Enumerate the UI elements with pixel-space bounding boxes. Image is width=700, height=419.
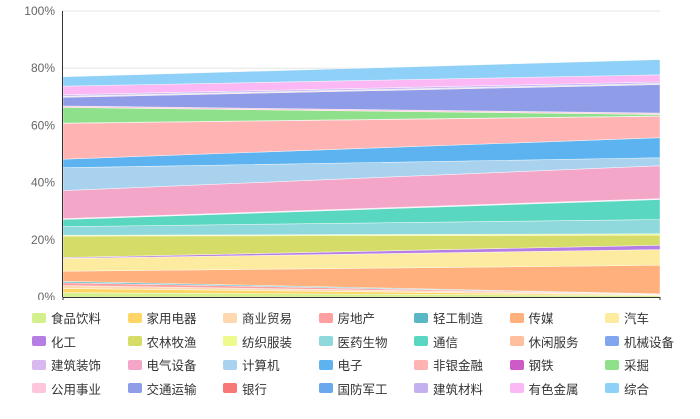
y-axis: 0% 20% 40% 60% 80% 100%: [24, 4, 55, 300]
legend-item[interactable]: 机械设备: [605, 332, 700, 351]
legend-swatch: [32, 312, 46, 323]
legend-item[interactable]: 有色金属: [509, 379, 606, 398]
legend-swatch: [414, 312, 428, 323]
legend-swatch: [509, 359, 524, 370]
y-tick-label: 60%: [31, 118, 55, 132]
legend-label: 纺织服装: [242, 335, 293, 350]
legend-swatch: [127, 383, 142, 394]
legend-label: 计算机: [242, 359, 280, 374]
legend-item[interactable]: 公用事业: [32, 379, 128, 398]
legend-item[interactable]: 计算机: [223, 355, 319, 374]
legend-label: 建筑材料: [433, 382, 484, 397]
legend-label: 有色金属: [528, 382, 579, 397]
legend-swatch: [223, 312, 237, 323]
legend-label: 钢铁: [528, 359, 554, 374]
legend-swatch: [32, 336, 46, 347]
legend-row: 建筑装饰 电气设备 计算机 电子 非银金融 钢铁 采掘: [32, 353, 700, 377]
legend-item[interactable]: 商业贸易: [223, 308, 319, 327]
legend-item[interactable]: 传媒: [509, 308, 606, 327]
legend-label: 非银金融: [433, 359, 484, 374]
legend-label: 化工: [51, 335, 77, 350]
y-tick-label: 80%: [31, 61, 55, 75]
legend-item[interactable]: 纺织服装: [223, 332, 319, 351]
legend-item[interactable]: 汽车: [605, 308, 700, 327]
y-tick-label: 40%: [31, 176, 55, 190]
legend-item[interactable]: 综合: [605, 379, 700, 398]
legend-item[interactable]: 家用电器: [127, 308, 224, 327]
legend-label: 电子: [337, 359, 363, 374]
legend-label: 传媒: [528, 312, 554, 327]
legend-swatch: [318, 312, 333, 323]
legend-swatch: [605, 312, 619, 323]
legend-label: 房地产: [337, 312, 376, 327]
legend-item[interactable]: 房地产: [318, 308, 415, 327]
legend-item[interactable]: 化工: [32, 332, 128, 351]
legend-item[interactable]: 钢铁: [509, 355, 606, 374]
legend-label: 通信: [433, 335, 459, 350]
legend-swatch: [318, 383, 333, 394]
legend-swatch: [414, 336, 428, 347]
legend-label: 国防军工: [337, 382, 388, 397]
legend-item[interactable]: 采掘: [605, 355, 700, 374]
x-axis: 2019-12-312020-06-30: [62, 11, 661, 300]
legend-label: 公用事业: [51, 382, 102, 397]
legend-label: 农林牧渔: [146, 335, 197, 350]
legend-item[interactable]: 通信: [414, 332, 510, 351]
legend-label: 汽车: [624, 312, 650, 327]
legend-swatch: [127, 312, 142, 323]
legend: 食品饮料 家用电器 商业贸易 房地产 轻工制造 传媒 汽车化工 农林牧渔 纺织服装 医药生物 通信 休…: [32, 306, 700, 400]
legend-item[interactable]: 休闲服务: [509, 332, 606, 351]
legend-label: 商业贸易: [242, 312, 293, 327]
legend-item[interactable]: 轻工制造: [414, 308, 510, 327]
legend-row: 化工 农林牧渔 纺织服装 医药生物 通信 休闲服务 机械设备: [32, 330, 700, 354]
legend-label: 轻工制造: [433, 312, 484, 327]
legend-label: 医药生物: [337, 335, 388, 350]
legend-label: 食品饮料: [51, 312, 102, 327]
legend-item[interactable]: 交通运输: [127, 379, 224, 398]
legend-swatch: [414, 383, 428, 394]
legend-row: 食品饮料 家用电器 商业贸易 房地产 轻工制造 传媒 汽车: [32, 306, 700, 330]
legend-swatch: [509, 312, 524, 323]
legend-swatch: [605, 336, 619, 347]
legend-label: 家用电器: [146, 312, 197, 327]
y-tick-label: 0%: [38, 290, 56, 300]
legend-label: 银行: [242, 382, 268, 397]
legend-swatch: [223, 359, 237, 370]
legend-swatch: [32, 359, 46, 370]
legend-item[interactable]: 电气设备: [127, 355, 224, 374]
legend-swatch: [223, 383, 237, 394]
legend-item[interactable]: 建筑装饰: [32, 355, 128, 374]
legend-item[interactable]: 银行: [223, 379, 319, 398]
legend-swatch: [223, 336, 237, 347]
legend-label: 建筑装饰: [51, 359, 102, 374]
legend-item[interactable]: 建筑材料: [414, 379, 510, 398]
legend-label: 机械设备: [624, 335, 675, 350]
stacked-area-chart: 0% 20% 40% 60% 80% 100% 2019-12-312020-06-30: [24, 4, 661, 300]
legend-row: 公用事业 交通运输 银行 国防军工 建筑材料 有色金属 综合: [32, 377, 700, 401]
legend-swatch: [127, 336, 142, 347]
legend-item[interactable]: 国防军工: [318, 379, 415, 398]
legend-swatch: [509, 383, 524, 394]
legend-swatch: [318, 336, 333, 347]
legend-label: 休闲服务: [528, 335, 579, 350]
legend-swatch: [318, 359, 333, 370]
legend-swatch: [605, 359, 619, 370]
legend-swatch: [127, 359, 142, 370]
legend-swatch: [605, 383, 619, 394]
legend-label: 采掘: [624, 359, 650, 374]
legend-label: 电气设备: [146, 359, 197, 374]
legend-item[interactable]: 医药生物: [318, 332, 415, 351]
legend-item[interactable]: 食品饮料: [32, 308, 128, 327]
y-tick-label: 100%: [24, 4, 55, 18]
legend-item[interactable]: 非银金融: [414, 355, 510, 374]
legend-label: 综合: [624, 382, 650, 397]
area-series-group: [62, 59, 661, 298]
legend-item[interactable]: 电子: [318, 355, 415, 374]
legend-label: 交通运输: [146, 382, 197, 397]
y-tick-label: 20%: [31, 233, 55, 247]
legend-swatch: [414, 359, 428, 370]
legend-swatch: [509, 336, 524, 347]
legend-swatch: [32, 383, 46, 394]
legend-item[interactable]: 农林牧渔: [127, 332, 224, 351]
